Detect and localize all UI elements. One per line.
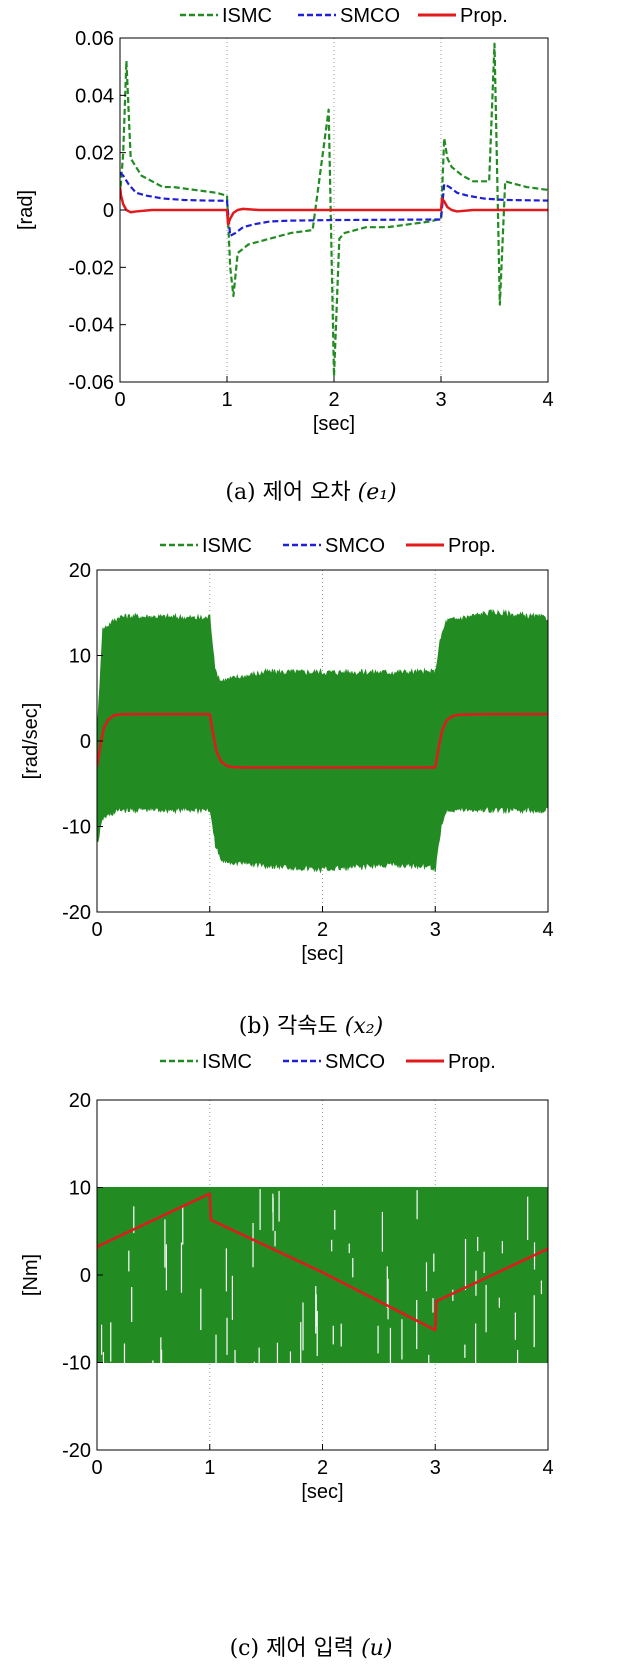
chart-c-xlabel: [sec] <box>301 1481 343 1503</box>
chart-a-legend-label-0: ISMC <box>222 5 272 27</box>
chart-c-ytick-label-0: -20 <box>62 1440 91 1462</box>
chart-panel-a: 0 1 2 3 4 -0.06 -0.04 -0.02 0 0.02 0.04 0.06 [sec] [r… <box>0 0 622 510</box>
chart-a-ytick-label-1: -0.04 <box>68 315 114 337</box>
chart-a-ylabel: [rad] <box>15 190 37 230</box>
chart-a-series-prop-line <box>120 186 548 226</box>
chart-a-xtick-label-3: 3 <box>435 389 446 411</box>
chart-a-ytick-label-5: 0.04 <box>75 85 114 107</box>
chart-c-legend-label-1: SMCO <box>325 1051 385 1073</box>
chart-b-ytick-label-4: 20 <box>69 560 91 582</box>
chart-c-xtick-label-2: 2 <box>317 1457 328 1479</box>
caption-b-prefix: (b) <box>238 1014 271 1039</box>
chart-b-series-prop-line <box>97 712 548 769</box>
chart-b-ylabel: [rad/sec] <box>20 703 42 780</box>
chart-b-svg: 0 1 2 3 4 -20 -10 0 10 20 [sec] [rad/sec] ISMC SMCO Pr… <box>20 535 554 965</box>
chart-a-xlabel: [sec] <box>313 413 355 435</box>
chart-c-xtick-label-4: 4 <box>542 1457 553 1479</box>
chart-a-series-ismc-line <box>120 42 548 378</box>
chart-a-legend-label-1: SMCO <box>340 5 400 27</box>
chart-c-xtick-label-3: 3 <box>430 1457 441 1479</box>
chart-a-series-smco-line <box>120 171 548 237</box>
chart-c-series-prop-line <box>97 1192 548 1332</box>
chart-b-legend-label-0: ISMC <box>202 535 252 557</box>
chart-c-ytick-label-2: 0 <box>80 1265 91 1287</box>
chart-a-ytick-label-2: -0.02 <box>68 257 114 279</box>
chart-c-legend-label-2: Prop. <box>448 1051 496 1073</box>
chart-c-legend-label-0: ISMC <box>202 1051 252 1073</box>
chart-b-xtick-label-4: 4 <box>542 919 553 941</box>
caption-a: (a) 제어 오차 (e₁) <box>0 474 622 506</box>
chart-b-ytick-label-1: -10 <box>62 817 91 839</box>
chart-a-xtick-label-0: 0 <box>114 389 125 411</box>
caption-c-text: 제어 입력 <box>266 1636 355 1661</box>
caption-a-prefix: (a) <box>225 480 256 505</box>
chart-c-ytick-label-1: -10 <box>62 1353 91 1375</box>
caption-b: (b) 각속도 (x₂) <box>0 1008 622 1040</box>
chart-b-ytick-label-0: -20 <box>62 902 91 924</box>
chart-b-legend-label-2: Prop. <box>448 535 496 557</box>
caption-c-var: (u) <box>361 1636 393 1661</box>
chart-a-xtick-label-1: 1 <box>221 389 232 411</box>
chart-b-plot-area <box>97 608 548 874</box>
chart-a-ytick-label-0: -0.06 <box>68 372 114 394</box>
caption-a-var: (e₁) <box>357 480 397 505</box>
chart-b-ytick-label-3: 10 <box>69 646 91 668</box>
chart-a-svg: 0 1 2 3 4 -0.06 -0.04 -0.02 0 0.02 0.04 0.06 [sec] [r… <box>15 5 554 435</box>
chart-a-xtick-label-4: 4 <box>542 389 553 411</box>
chart-b-legend-label-1: SMCO <box>325 535 385 557</box>
chart-b-series-ismc-band <box>97 608 548 874</box>
chart-c-svg: 0 1 2 3 4 -20 -10 0 10 20 [sec] [Nm] ISMC SMCO Prop. <box>20 1051 554 1503</box>
chart-c-xtick-label-0: 0 <box>91 1457 102 1479</box>
chart-panel-b: 0 1 2 3 4 -20 -10 0 10 20 [sec] [rad/sec] ISMC SMCO Pr… <box>0 530 622 1090</box>
chart-c-ylabel: [Nm] <box>20 1254 42 1296</box>
chart-b-xlabel: [sec] <box>301 943 343 965</box>
chart-b-xtick-label-3: 3 <box>430 919 441 941</box>
chart-a-ytick-label-3: 0 <box>103 200 114 222</box>
chart-c-ytick-label-3: 10 <box>69 1178 91 1200</box>
chart-c-xtick-label-1: 1 <box>204 1457 215 1479</box>
chart-a-ytick-label-4: 0.02 <box>75 143 114 165</box>
chart-panel-c: 0 1 2 3 4 -20 -10 0 10 20 [sec] [Nm] ISMC SMCO Prop. (… <box>0 1051 622 1674</box>
chart-c-plot-area <box>97 1187 548 1406</box>
chart-b-xtick-label-2: 2 <box>317 919 328 941</box>
chart-b-xtick-label-0: 0 <box>91 919 102 941</box>
chart-a-plot-area <box>120 42 548 378</box>
chart-a-legend-label-2: Prop. <box>460 5 508 27</box>
chart-c-ytick-label-4: 20 <box>69 1090 91 1112</box>
chart-b-xtick-label-1: 1 <box>204 919 215 941</box>
chart-a-xtick-label-2: 2 <box>328 389 339 411</box>
caption-c-prefix: (c) <box>229 1636 260 1661</box>
caption-c: (c) 제어 입력 (u) <box>0 1630 622 1662</box>
caption-a-text: 제어 오차 <box>262 480 351 505</box>
chart-b-ytick-label-2: 0 <box>80 731 91 753</box>
caption-b-var: (x₂) <box>344 1014 384 1039</box>
chart-a-ytick-label-6: 0.06 <box>75 28 114 50</box>
caption-b-text: 각속도 <box>277 1014 338 1039</box>
